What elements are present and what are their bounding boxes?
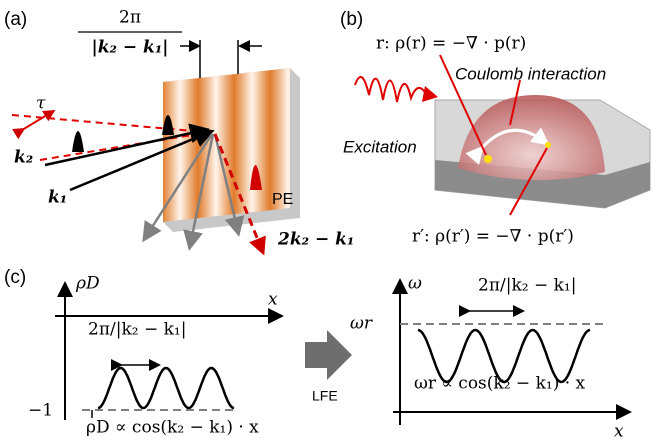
charge: [545, 142, 551, 148]
baseline-label: ωr: [350, 314, 373, 334]
delay: τ: [36, 94, 46, 114]
position-r: r: ρ(r) = −∇ · p(r): [376, 34, 526, 54]
interaction-label: Coulomb interaction: [455, 64, 606, 83]
period-numerator: 2π: [119, 8, 141, 28]
beam-k1-label: k₁: [48, 188, 67, 208]
position-r-prime: r′: ρ(r′) = −∇ · p(r′): [412, 227, 574, 247]
panel-label: (a): [4, 9, 27, 30]
transform-arrow: [305, 330, 352, 380]
excitation-label: Excitation: [343, 137, 417, 156]
delay-arrow: [22, 112, 52, 130]
panel-c: (c) ρD x 2π/|k₂ − k₁| −1 ρD ∝ cos(k₂ − k…: [4, 267, 628, 441]
grating: [163, 68, 290, 222]
figure: (a) 2π |k₂ − k₁| τ k₂ k₁ PE 2k₂ − k₁ (b): [0, 0, 663, 442]
baseline-label: −1: [28, 401, 53, 421]
panel-a: (a) 2π |k₂ − k₁| τ k₂ k₁ PE 2k₂ − k₁: [4, 8, 354, 251]
transform-label: LFE: [312, 388, 338, 404]
panel-b: (b) Excitation r: ρ(r) = −∇ · p(r) Coulo…: [340, 9, 650, 246]
pulse: [72, 131, 84, 152]
panel-label: (b): [340, 9, 363, 30]
panel-label: (c): [4, 267, 26, 288]
density-wave: [98, 368, 234, 408]
y-axis-label: ω: [408, 274, 422, 294]
relation-label: ρD ∝ cos(k₂ − k₁) · x: [86, 418, 259, 438]
excitation-wave: [355, 77, 426, 102]
period-label: 2π/|k₂ − k₁|: [88, 320, 186, 340]
beam-k2-label: k₂: [14, 148, 33, 168]
x-axis-label: x: [614, 422, 624, 442]
period-denominator: |k₂ − k₁|: [92, 38, 169, 58]
relation-label: ωr ∝ cos(k₂ − k₁) · x: [414, 374, 586, 394]
signal-label: PE: [272, 191, 293, 208]
x-axis-label: x: [268, 290, 278, 310]
signal-direction: 2k₂ − k₁: [277, 230, 354, 250]
period-label: 2π/|k₂ − k₁|: [478, 276, 576, 296]
y-axis-label: ρD: [75, 274, 100, 294]
charge: [484, 155, 492, 163]
